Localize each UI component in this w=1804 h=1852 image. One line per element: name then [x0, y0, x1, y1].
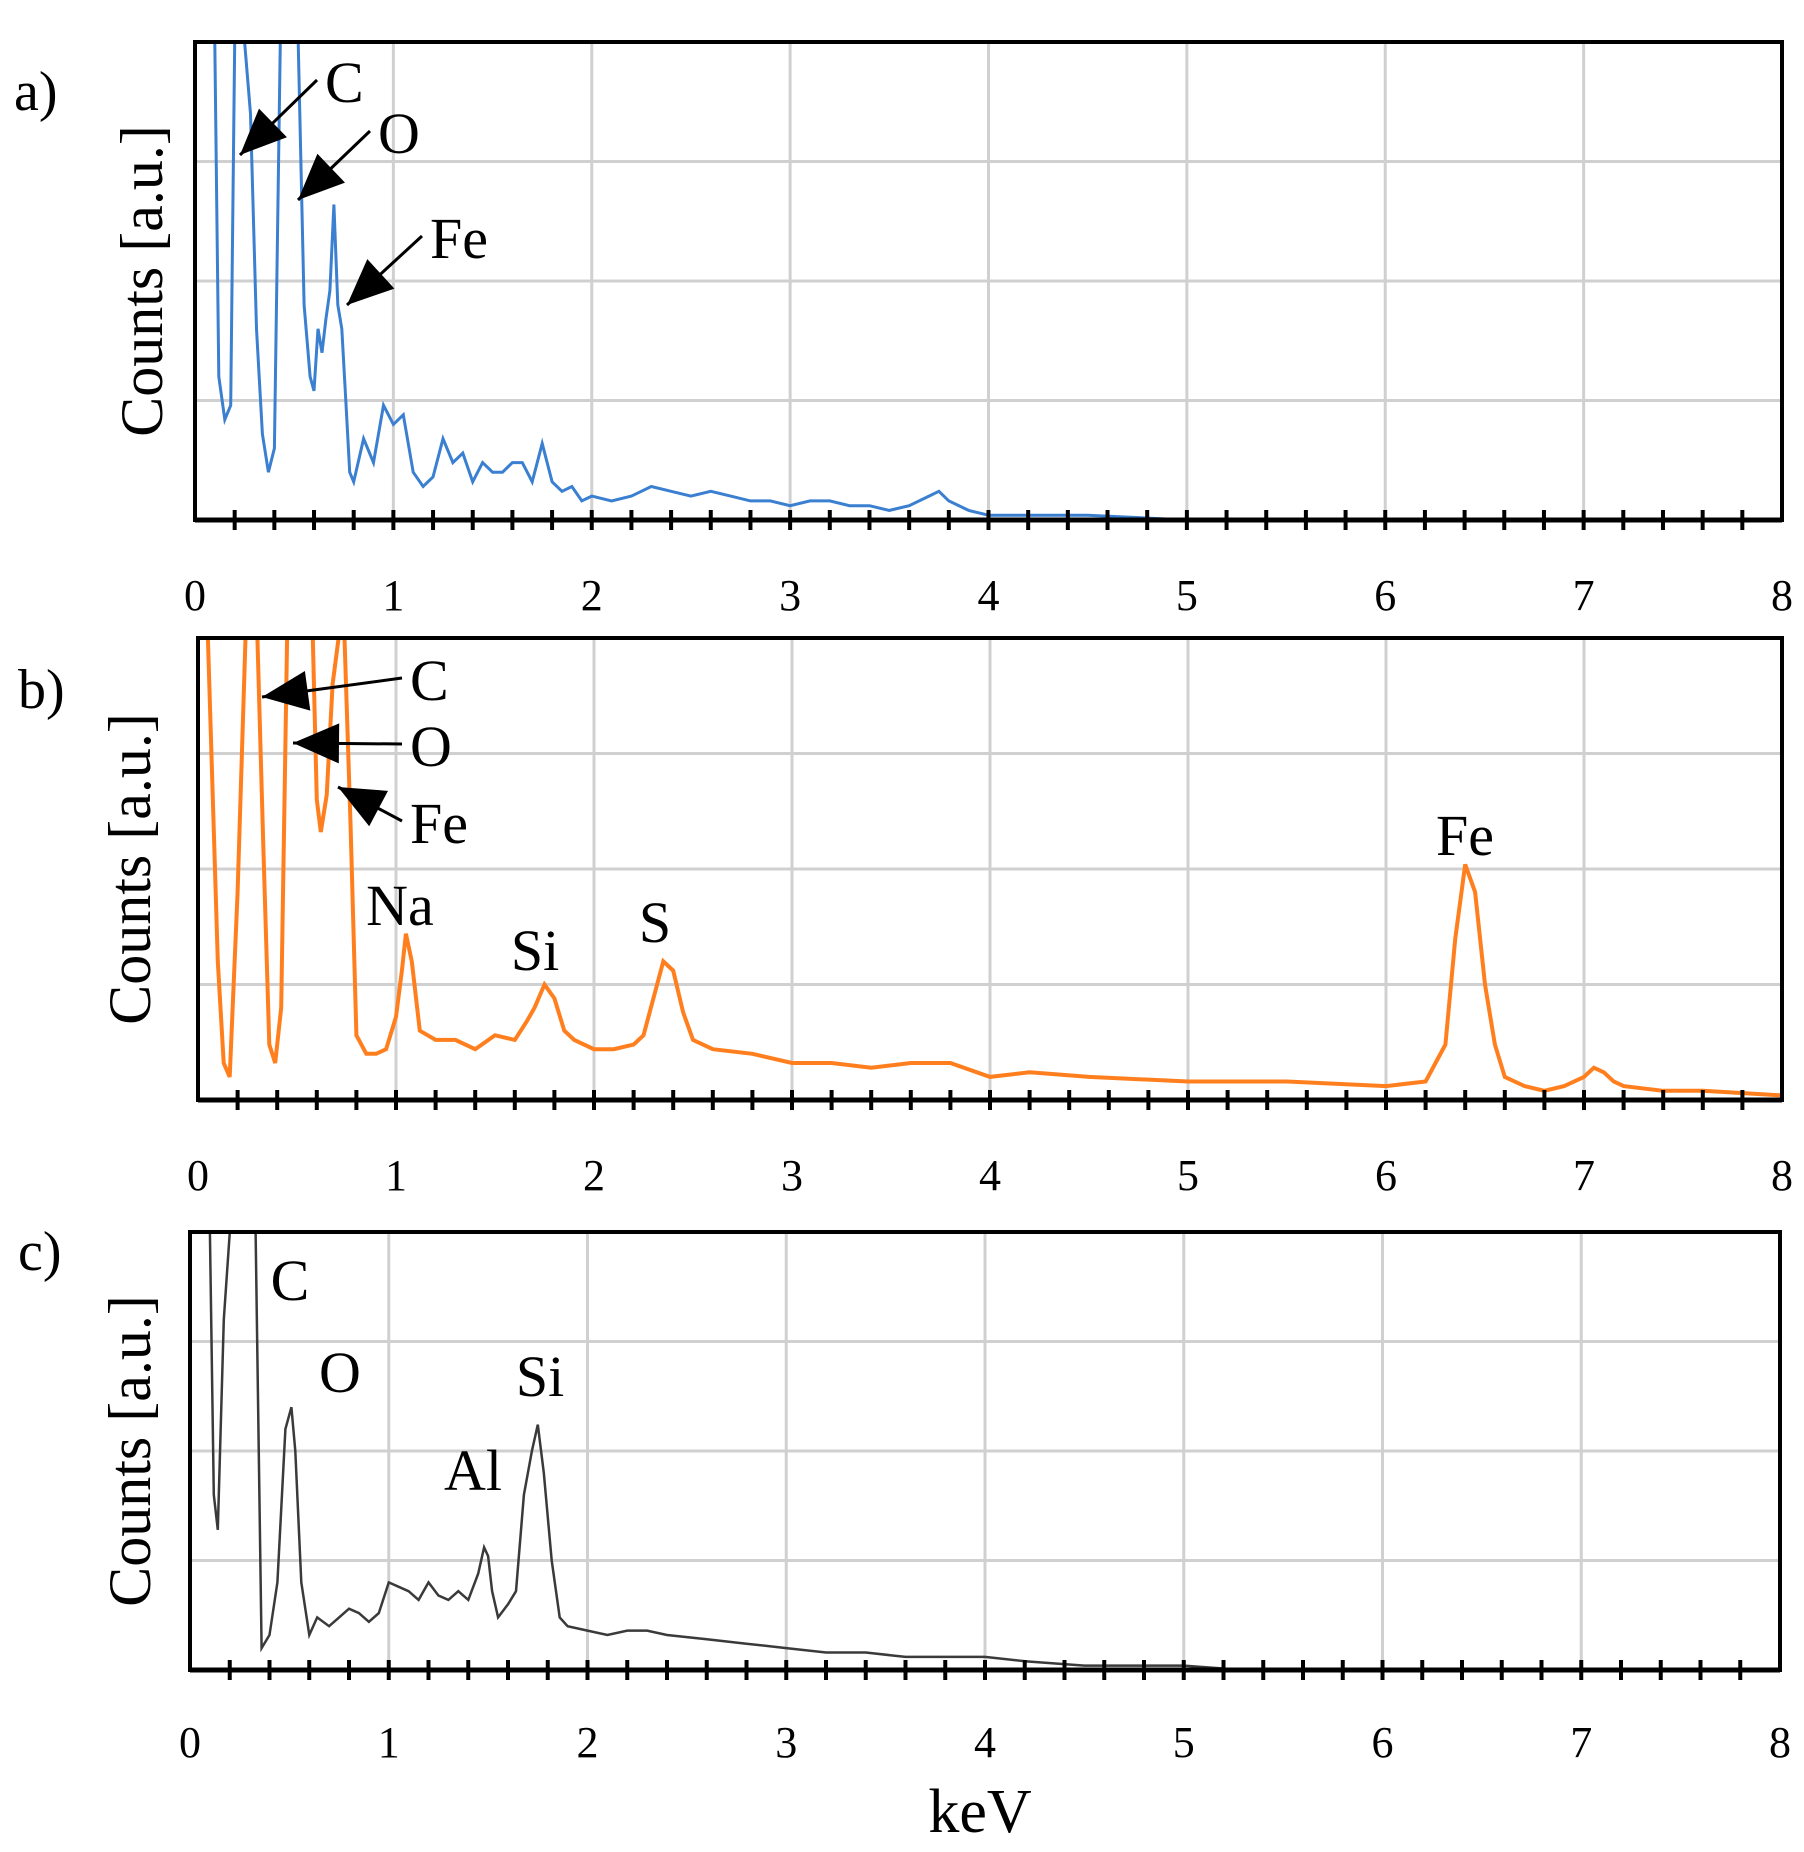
- panel-b-arrowhead-fe: [338, 787, 388, 827]
- panel-a-peak-label-o: O: [378, 101, 420, 166]
- panel-c-peak-label-o: O: [319, 1340, 361, 1405]
- panel-a-gridlines: [195, 42, 1782, 520]
- panel-b-peak-label-fe: Fe: [1436, 803, 1494, 868]
- panel-b-peak-label-si: Si: [511, 918, 559, 983]
- panel-b-minor-ticks: [235, 1090, 1745, 1110]
- x-axis-title: keV: [928, 1778, 1032, 1846]
- panel-c-x-tick-label: 2: [577, 1718, 599, 1767]
- panel-c-x-tick-label: 6: [1372, 1718, 1394, 1767]
- panel-a-arrowhead-fe: [347, 259, 395, 305]
- panel-b-peak-annotations: CO Fe Na Si S Fe: [261, 648, 1494, 983]
- panel-a-minor-ticks: [232, 510, 1745, 530]
- panel-c-x-tick-label: 1: [378, 1718, 400, 1767]
- panel-a-x-tick-label: 4: [978, 571, 1000, 620]
- panel-b-peak-label-fe: Fe: [410, 791, 468, 856]
- panel-b-gridlines: [198, 638, 1782, 1100]
- panel-a-y-axis-label: Counts [a.u.]: [109, 125, 175, 437]
- panel-b-arrowhead-c: [262, 671, 311, 711]
- panel-c-label: c): [18, 1221, 62, 1283]
- panel-c-peak-label-si: Si: [516, 1344, 564, 1409]
- panel-a-x-tick-label: 0: [184, 571, 206, 620]
- panel-c-spectrum-line: [205, 1230, 1780, 1672]
- panel-c-x-tick-label: 7: [1570, 1718, 1592, 1767]
- panel-b-peak-label-c: C: [410, 648, 449, 713]
- panel-b-x-tick-label: 5: [1177, 1151, 1199, 1200]
- panel-b-x-tick-label: 6: [1375, 1151, 1397, 1200]
- panel-c-gridlines: [190, 1232, 1780, 1670]
- panel-c-peak-label-al: Al: [444, 1438, 502, 1503]
- panel-a-x-tick-label: 2: [581, 571, 603, 620]
- panel-a-arrowhead-c: [240, 108, 287, 155]
- panel-c-x-tick-label: 8: [1769, 1718, 1791, 1767]
- panel-a-peak-label-fe: Fe: [430, 206, 488, 271]
- panel-b-x-tick-label: 2: [583, 1151, 605, 1200]
- panel-c-x-tick-label: 5: [1173, 1718, 1195, 1767]
- panel-b-x-tick-label: 3: [781, 1151, 803, 1200]
- panel-a-label: a): [14, 61, 58, 123]
- panel-a-x-tick-labels: 0 1 2 3 4 5 6 7 8: [184, 571, 1793, 620]
- panel-c-y-axis-label: Counts [a.u.]: [97, 1295, 163, 1607]
- panel-b-x-tick-labels: 0 1 2 3 4 5 6 7 8: [187, 1151, 1793, 1200]
- panel-b-arrowhead-o: [293, 723, 340, 764]
- panel-c-x-tick-label: 3: [775, 1718, 797, 1767]
- panel-a-x-tick-label: 1: [382, 571, 404, 620]
- panel-b-y-axis-label: Counts [a.u.]: [97, 713, 163, 1025]
- panel-b-peak-label-s: S: [639, 890, 671, 955]
- panel-a-x-tick-label: 3: [779, 571, 801, 620]
- panel-a-arrowhead-o: [298, 153, 345, 200]
- panel-a-x-tick-label: 7: [1573, 571, 1595, 620]
- panel-c-x-tick-labels: 0 1 2 3 4 5 6 7 8: [179, 1718, 1791, 1767]
- panel-b-x-tick-label: 4: [979, 1151, 1001, 1200]
- panel-c-x-tick-label: 4: [974, 1718, 996, 1767]
- panel-c-x-tick-label: 0: [179, 1718, 201, 1767]
- panel-b: 0 1 2 3 4 5 6 7 8 CO Fe Na Si S Fe b) Counts [a.u.]: [18, 636, 1793, 1200]
- panel-a-peak-label-c: C: [325, 50, 364, 115]
- panel-b-x-tick-label: 7: [1573, 1151, 1595, 1200]
- panel-b-x-tick-label: 8: [1771, 1151, 1793, 1200]
- panel-a-x-tick-label: 8: [1771, 571, 1793, 620]
- panel-b-peak-label-na: Na: [366, 873, 434, 938]
- panel-a-x-tick-label: 6: [1374, 571, 1396, 620]
- panel-b-x-tick-label: 1: [385, 1151, 407, 1200]
- panel-b-label: b): [18, 659, 65, 721]
- panel-c-minor-ticks: [227, 1660, 1743, 1680]
- panel-b-x-tick-label: 0: [187, 1151, 209, 1200]
- panel-b-peak-label-o: O: [410, 714, 452, 779]
- panel-a-x-tick-label: 5: [1176, 571, 1198, 620]
- panel-c-peak-label-c: C: [271, 1248, 310, 1313]
